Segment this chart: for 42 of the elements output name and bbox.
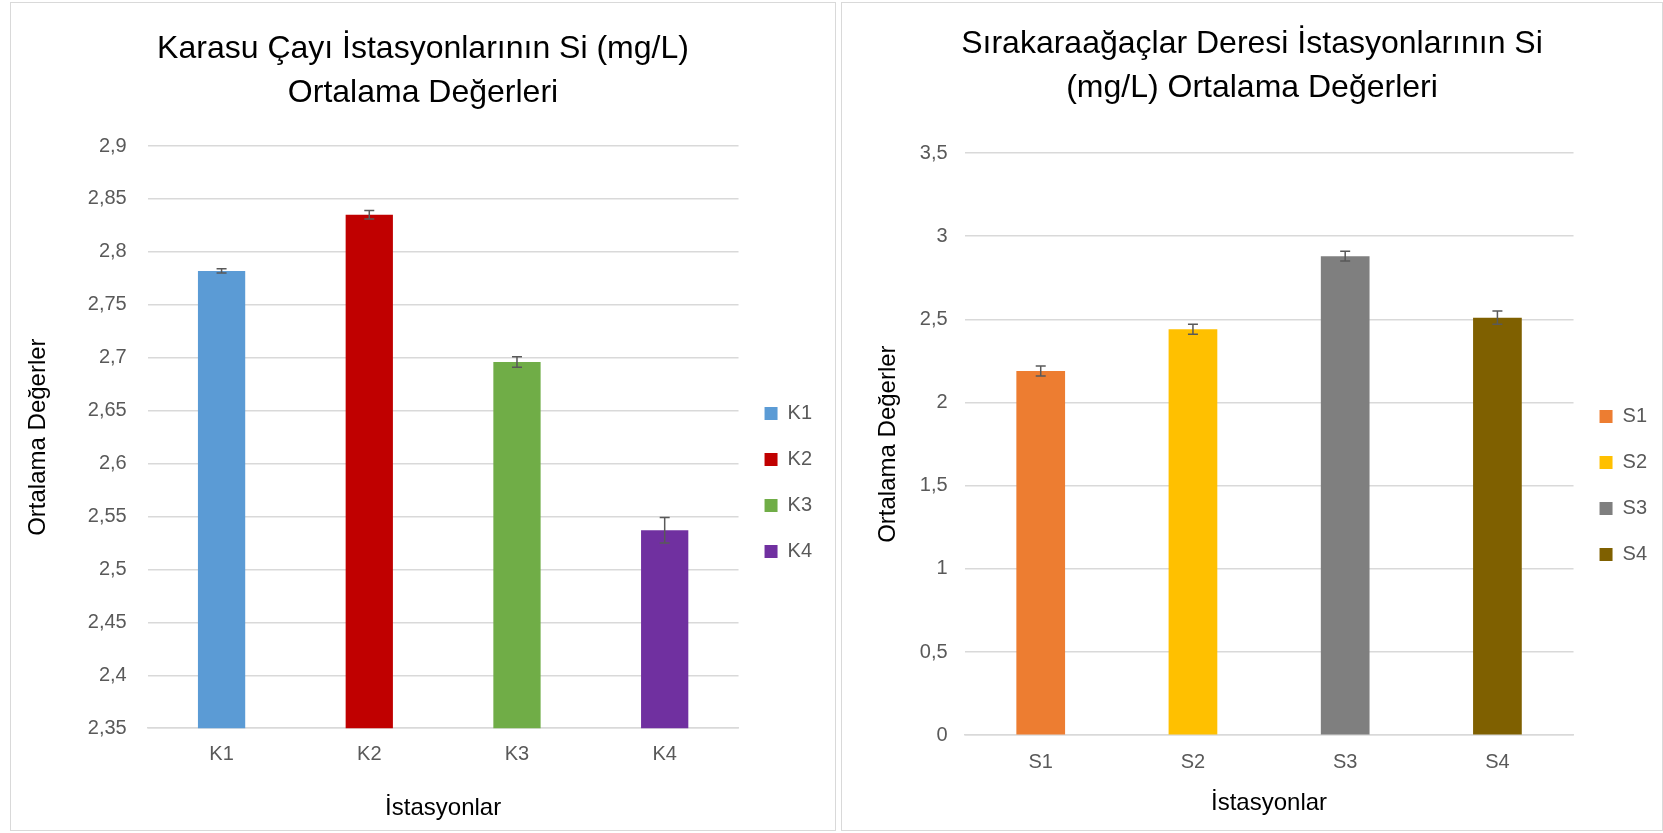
y-tick-label: 2,7 (98, 345, 127, 368)
y-tick-label: 2,55 (87, 504, 127, 527)
x-tick-label: S3 (1332, 749, 1358, 772)
y-tick-label: 2,8 (98, 239, 127, 262)
x-tick-label: S1 (1028, 749, 1053, 772)
x-axis-title: İstasyonlar (1211, 788, 1328, 816)
y-tick-label: 0,5 (919, 639, 948, 662)
x-tick-label: S2 (1180, 749, 1206, 772)
legend-label: K3 (787, 493, 813, 516)
y-tick-label: 3 (936, 223, 948, 246)
legend-label: S4 (1622, 542, 1648, 565)
y-tick-label: 0 (936, 722, 948, 745)
y-tick-label: 2,65 (87, 398, 127, 421)
y-tick-label: 2,5 (919, 306, 948, 329)
chart-title: Karasu Çayı İstasyonlarının Si (mg/L) Ortalama Değerleri (156, 28, 690, 111)
legend-label: K1 (787, 401, 813, 424)
x-tick-label: K3 (504, 741, 530, 764)
legend-label: S3 (1622, 496, 1648, 519)
legend-label: K4 (787, 539, 813, 562)
y-tick-label: 2,75 (87, 292, 127, 315)
y-tick-label: 2,45 (87, 609, 127, 632)
y-tick-label: 2,9 (98, 133, 127, 156)
x-tick-label: K4 (652, 741, 677, 764)
x-tick-label: S4 (1485, 749, 1510, 772)
y-axis-title: Ortalama Değerler (23, 338, 51, 536)
legend-label: S1 (1622, 404, 1648, 427)
y-axis-title: Ortalama Değerler (873, 345, 901, 543)
y-tick-label: 2 (936, 390, 948, 413)
x-tick-label: K2 (357, 741, 382, 764)
y-tick-label: 1 (936, 556, 948, 579)
y-tick-label: 3,5 (919, 140, 948, 163)
y-tick-label: 2,4 (98, 662, 127, 685)
legend-label: K2 (787, 447, 813, 470)
y-tick-label: 2,85 (87, 186, 127, 209)
y-tick-label: 2,6 (98, 451, 127, 474)
chart-title: Sırakaraağaçlar Deresi İstasyonlarının Si (mg/L) Ortalama Değerleri (960, 23, 1544, 106)
y-tick-label: 1,5 (919, 473, 948, 496)
y-tick-label: 2,35 (87, 715, 127, 738)
x-tick-label: K1 (209, 741, 234, 764)
legend-label: S2 (1622, 450, 1648, 473)
x-axis-title: İstasyonlar (385, 793, 502, 821)
y-tick-label: 2,5 (98, 556, 127, 579)
